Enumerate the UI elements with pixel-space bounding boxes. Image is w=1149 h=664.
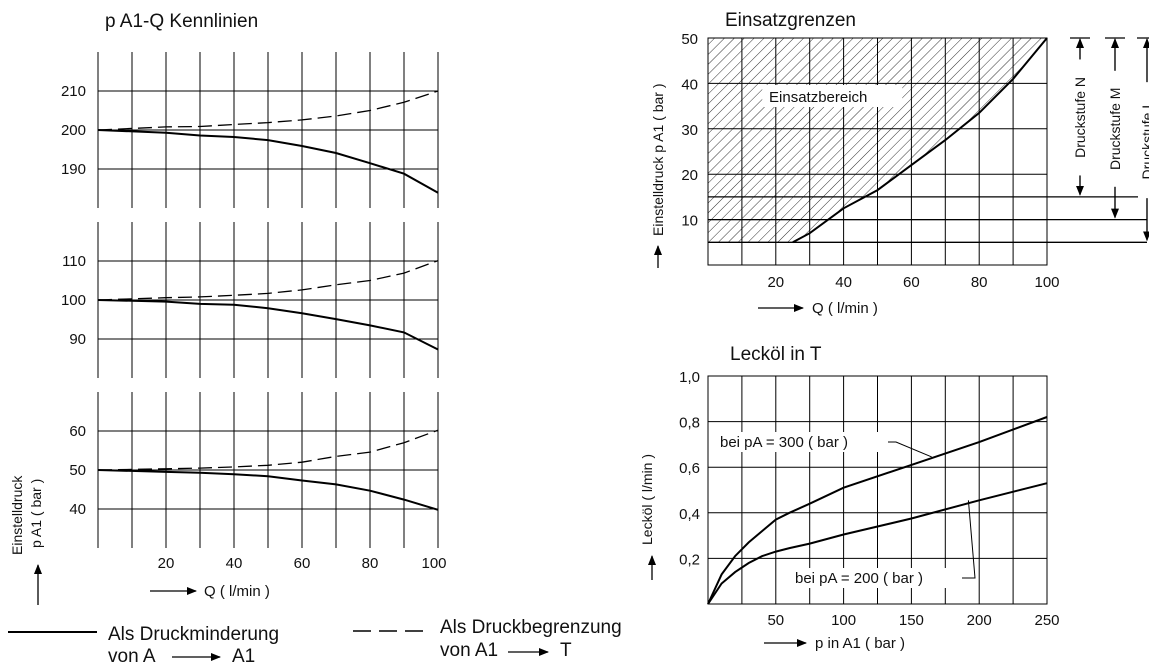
left-x-ticks: 20 40 60 80 100 [158,555,447,572]
plot-frame [707,375,1048,605]
kennlinien-panel: 60 50 40 [69,392,439,548]
druckbegrenzung-curve [97,429,439,471]
y-tick-label: 10 [681,213,698,230]
left-ylabel-line1: Einstelldruck [9,475,25,555]
y-tick-label: 200 [61,122,86,139]
leckoel-ylabel: Lecköl ( l/min ) [639,454,655,545]
y-tick-label: 20 [681,167,698,184]
stage-label: Druckstufe N [1072,77,1088,158]
druckbegrenzung-curve [97,259,439,301]
x-tick-label: 20 [767,274,784,291]
left-x-tick: 60 [294,555,311,572]
x-tick-label: 150 [899,612,924,629]
x-tick-label: 200 [967,612,992,629]
leckoel-chart: bei pA = 300 ( bar ) bei pA = 200 ( bar )… [679,369,1059,629]
left-x-tick: 40 [226,555,243,572]
x-tick-label: 80 [971,274,988,291]
y-tick-label: 60 [69,423,86,440]
y-tick-label: 0,8 [679,415,700,432]
y-tick-label: 50 [69,462,86,479]
leckoel-x-label: p in A1 ( bar ) [764,635,905,652]
legend-solid-sub: von A [108,646,156,664]
druckminderung-curve [97,129,439,194]
left-x-tick: 20 [158,555,175,572]
kennlinien-title: p A1-Q Kennlinien [105,11,258,32]
plot-frame [707,37,1048,266]
left-y-label: Einstelldruck p A1 ( bar ) [9,475,44,605]
einsatz-y-label: Einstelldruck p A1 ( bar ) [650,83,666,268]
y-tick-label: 190 [61,161,86,178]
druckminderung-curve [97,299,439,351]
kennlinien-panel: 210 200 190 [61,52,439,208]
x-tick-label: 100 [831,612,856,629]
x-tick-label: 50 [767,612,784,629]
x-tick-label: 60 [903,274,920,291]
leckoel-title: Lecköl in T [730,344,822,365]
legend-dashed-label: Als Druckbegrenzung [440,617,622,638]
einsatzbereich-label: Einsatzbereich [769,89,867,106]
legend-solid-target: A1 [232,646,255,664]
stage-label: Druckstufe L [1139,101,1149,180]
leader-line [888,441,932,458]
y-tick-label: 90 [69,331,86,348]
legend-dashed-target: T [560,640,572,661]
area-label-bg [762,85,903,108]
left-xlabel: Q ( l/min ) [204,583,270,600]
left-x-tick: 80 [362,555,379,572]
einsatz-chart: Einsatzbereich 10 20 30 40 50 20 40 60 80 100 Druck… [681,31,1149,291]
y-tick-label: 0,4 [679,506,700,523]
leckoel-curve [707,482,1048,605]
left-x-tick: 100 [421,555,446,572]
y-tick-label: 40 [69,501,86,518]
y-tick-label: 110 [62,253,86,270]
series-label: bei pA = 300 ( bar ) [720,434,848,451]
stage-label-bg [1071,59,1089,176]
stage-label-bg [1138,82,1149,199]
stage-label: Druckstufe M [1107,88,1123,170]
y-tick-label: 30 [681,122,698,139]
kennlinien-panels: 210 200 190 110 100 90 60 50 40 [61,52,439,548]
kennlinien-panel: 110 100 90 [61,222,439,378]
y-tick-label: 100 [61,292,86,309]
leckoel-y-label: Lecköl ( l/min ) [639,454,656,580]
y-tick-label: 210 [61,83,86,100]
y-tick-label: 50 [681,31,698,48]
einsatz-title: Einsatzgrenzen [725,10,856,31]
left-ylabel-line2: p A1 ( bar ) [28,479,44,548]
series-label-bg [716,432,886,452]
x-tick-label: 250 [1034,612,1059,629]
druckminderung-curve [97,469,439,511]
druckbegrenzung-curve [97,90,439,131]
legend-solid-label: Als Druckminderung [108,624,279,645]
einsatz-boundary-curve [792,37,1048,244]
leckoel-curve [707,416,1048,605]
y-tick-label: 40 [681,76,698,93]
series-label-bg [792,568,962,588]
y-tick-label: 0,6 [679,460,700,477]
left-x-label: Q ( l/min ) [150,583,270,600]
einsatz-ylabel: Einstelldruck p A1 ( bar ) [650,83,666,236]
legend-dashed-sub: von A1 [440,640,498,661]
y-tick-label: 1,0 [679,369,700,386]
stage-label-bg [1106,70,1124,187]
series-label: bei pA = 200 ( bar ) [795,570,923,587]
x-tick-label: 40 [835,274,852,291]
x-tick-label: 100 [1034,274,1059,291]
einsatz-x-label: Q ( l/min ) [758,300,878,317]
legend: Als Druckminderung von A A1 Als Druckbeg… [8,617,622,664]
leckoel-xlabel: p in A1 ( bar ) [815,635,905,652]
leader-line [962,500,976,579]
einsatz-xlabel: Q ( l/min ) [812,300,878,317]
y-tick-label: 0,2 [679,551,700,568]
